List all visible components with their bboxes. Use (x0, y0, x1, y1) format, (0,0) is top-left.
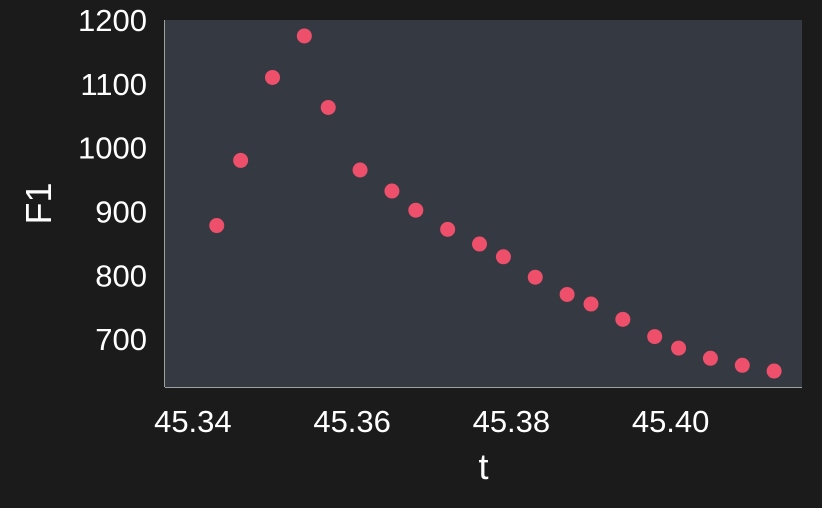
data-point (209, 218, 225, 234)
y-tick-label: 900 (95, 194, 147, 229)
data-point (615, 311, 631, 327)
data-point (384, 183, 400, 199)
x-tick-label: 45.36 (313, 404, 391, 439)
y-tick-label: 1200 (78, 3, 147, 38)
y-tick-label: 1000 (78, 131, 147, 166)
y-tick-label: 800 (95, 258, 147, 293)
x-tick-label: 45.38 (473, 404, 551, 439)
data-point (320, 99, 336, 115)
data-point (264, 69, 280, 85)
y-tick-label: 1100 (80, 67, 147, 102)
data-point (527, 269, 543, 285)
data-point (766, 363, 782, 379)
y-axis-ticks: 700 800 900 1000 1100 1200 (78, 3, 147, 357)
data-point (472, 236, 488, 252)
data-point (671, 340, 687, 356)
y-tick-label: 700 (95, 322, 147, 357)
data-point (296, 28, 312, 44)
x-tick-label: 45.34 (154, 404, 232, 439)
data-point (734, 357, 750, 373)
x-axis-title: t (478, 446, 488, 487)
data-point (702, 350, 718, 366)
data-point (352, 162, 368, 178)
x-axis-ticks: 45.34 45.36 45.38 45.40 (154, 404, 709, 439)
plot-area (165, 20, 802, 387)
data-point (559, 286, 575, 302)
data-points (209, 28, 782, 379)
data-point (233, 152, 249, 168)
data-point (440, 221, 456, 237)
y-axis-title: F1 (18, 182, 59, 224)
data-point (408, 202, 424, 218)
data-point (583, 296, 599, 312)
data-point (647, 329, 663, 345)
x-tick-label: 45.40 (632, 404, 710, 439)
data-point (495, 249, 511, 265)
